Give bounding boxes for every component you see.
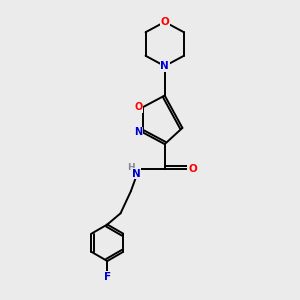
Text: N: N [132, 169, 140, 178]
Text: O: O [188, 164, 197, 174]
Text: N: N [160, 61, 169, 71]
Text: O: O [134, 102, 142, 112]
Text: H: H [127, 163, 135, 172]
Text: O: O [160, 17, 169, 27]
Text: N: N [134, 127, 142, 137]
Text: F: F [104, 272, 111, 282]
